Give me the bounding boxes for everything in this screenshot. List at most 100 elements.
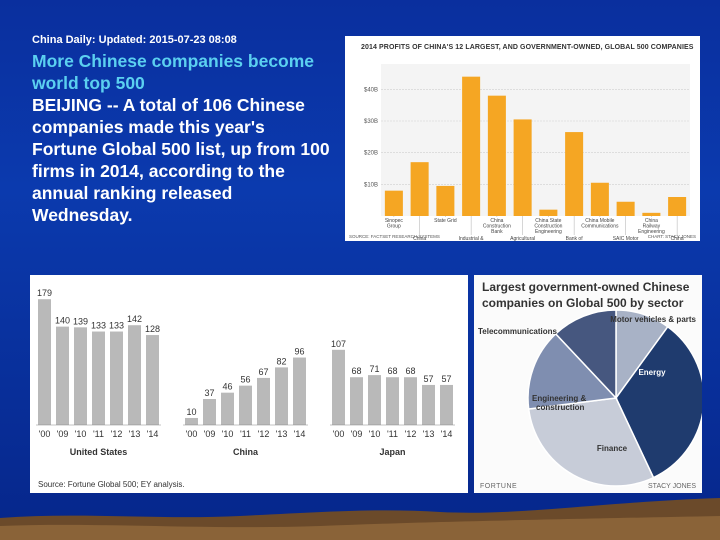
count-bar xyxy=(350,377,363,425)
category-label: SAIC Motor xyxy=(613,236,639,241)
pie-slice-label: Engineering & construction xyxy=(532,394,586,412)
count-bar xyxy=(110,331,123,425)
profits-chart-credit: CHART: STACY JONES xyxy=(647,234,696,239)
profit-bar xyxy=(487,95,506,216)
year-label: '11 xyxy=(93,429,104,439)
country-label: United States xyxy=(70,447,128,457)
pie-credit: STACY JONES xyxy=(648,483,696,490)
count-bar xyxy=(92,331,105,425)
count-value-label: 10 xyxy=(186,407,196,417)
pie-slice xyxy=(615,325,702,479)
dateline: China Daily: Updated: 2015-07-23 08:08 xyxy=(32,34,237,46)
pie-slice xyxy=(527,332,618,410)
count-bar xyxy=(422,384,435,425)
year-label: '14 xyxy=(147,429,159,439)
headline-body: BEIJING -- A total of 106 Chinese compan… xyxy=(32,95,330,225)
headline-title: More Chinese companies become world top … xyxy=(32,51,315,93)
year-label: '12 xyxy=(111,429,123,439)
count-value-label: 46 xyxy=(222,382,232,392)
count-value-label: 68 xyxy=(351,366,361,376)
count-bar xyxy=(203,399,216,425)
sector-pie-title: Largest government-owned Chinese compani… xyxy=(482,280,690,310)
pie-slice xyxy=(554,309,617,400)
count-bar xyxy=(440,384,453,425)
year-label: '10 xyxy=(75,429,87,439)
country-count-chart-panel: 179 '00 140 '09 139 '10 133 '11 133 '12 142 '13 128 '… xyxy=(30,275,468,493)
count-bar xyxy=(332,349,345,425)
sector-pie-panel: Largest government-owned Chinese compani… xyxy=(474,275,702,493)
pie-slice-label: Finance xyxy=(597,444,628,453)
pie-slice-label: Telecommunications xyxy=(478,327,558,336)
y-tick-label: $30B xyxy=(364,119,378,125)
year-label: '11 xyxy=(387,429,398,439)
fortune-brand: FORTUNE xyxy=(480,483,518,490)
count-bar xyxy=(146,335,159,425)
y-tick-label: $20B xyxy=(364,151,378,157)
category-label: ChinaNationalPetroleum xyxy=(408,236,431,241)
year-label: '10 xyxy=(369,429,381,439)
count-value-label: 139 xyxy=(73,316,88,326)
profit-bar xyxy=(410,162,429,216)
count-value-label: 37 xyxy=(204,388,214,398)
count-value-label: 68 xyxy=(405,366,415,376)
count-value-label: 142 xyxy=(127,314,142,324)
count-bar xyxy=(293,357,306,425)
count-value-label: 179 xyxy=(37,288,52,298)
ground-decoration xyxy=(0,498,720,540)
profits-chart-panel: 2014 PROFITS OF CHINA'S 12 LARGEST, AND … xyxy=(345,36,700,241)
count-bar xyxy=(386,377,399,425)
pie-slice-label: Motor vehicles & parts xyxy=(610,315,696,324)
count-bar xyxy=(221,392,234,425)
country-chart-source: Source: Fortune Global 500; EY analysis. xyxy=(38,480,185,489)
year-label: '09 xyxy=(351,429,363,439)
category-label: Sinopec Group xyxy=(385,218,404,230)
profit-bar xyxy=(642,212,661,216)
count-value-label: 57 xyxy=(441,374,451,384)
count-bar xyxy=(128,325,141,425)
article-headline: More Chinese companies become world top … xyxy=(32,50,332,226)
pie-slice xyxy=(527,397,655,487)
count-bar xyxy=(56,326,69,425)
count-bar xyxy=(275,367,288,425)
count-value-label: 57 xyxy=(423,374,433,384)
year-label: '00 xyxy=(39,429,51,439)
category-label: China Construction Bank xyxy=(483,218,511,235)
profit-bar xyxy=(462,76,481,216)
year-label: '14 xyxy=(441,429,453,439)
count-value-label: 107 xyxy=(331,339,346,349)
year-label: '09 xyxy=(204,429,216,439)
profit-bar xyxy=(616,201,635,216)
sector-pie-chart: Motor vehicles & parts Energy Finance Engin… xyxy=(478,309,702,487)
y-tick-label: $10B xyxy=(364,182,378,188)
count-value-label: 68 xyxy=(387,366,397,376)
count-bar xyxy=(38,299,51,425)
category-label: China State Construction Engineering xyxy=(534,218,562,235)
count-bar xyxy=(368,375,381,425)
year-label: '13 xyxy=(129,429,141,439)
count-value-label: 82 xyxy=(276,356,286,366)
year-label: '13 xyxy=(276,429,288,439)
year-label: '12 xyxy=(258,429,270,439)
count-value-label: 140 xyxy=(55,316,70,326)
country-label: China xyxy=(233,447,259,457)
profits-chart-title: 2014 PROFITS OF CHINA'S 12 LARGEST, AND … xyxy=(361,44,694,51)
year-label: '00 xyxy=(186,429,198,439)
profit-bar xyxy=(565,132,584,216)
year-label: '12 xyxy=(405,429,417,439)
year-label: '13 xyxy=(423,429,435,439)
pie-slice-label: Energy xyxy=(638,368,666,377)
count-value-label: 133 xyxy=(91,321,106,331)
year-label: '09 xyxy=(57,429,69,439)
count-value-label: 71 xyxy=(369,364,379,374)
count-bar xyxy=(74,327,87,425)
year-label: '10 xyxy=(222,429,234,439)
count-value-label: 96 xyxy=(294,347,304,357)
count-bar xyxy=(239,385,252,425)
profit-bar xyxy=(384,190,403,216)
country-count-chart: 179 '00 140 '09 139 '10 133 '11 133 '12 142 '13 128 '… xyxy=(36,288,455,457)
category-label: China Railway Engineering xyxy=(638,218,665,235)
